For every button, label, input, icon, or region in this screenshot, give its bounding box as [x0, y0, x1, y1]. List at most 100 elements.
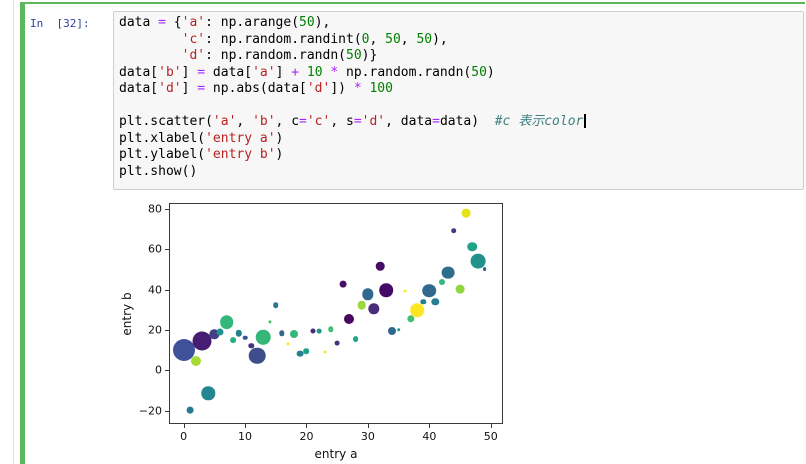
x-tick-label: 0: [180, 430, 188, 443]
scatter-point: [334, 340, 340, 346]
scatter-point: [328, 326, 334, 332]
code-lines[interactable]: data = {'a': np.arange(50), 'c': np.rand…: [119, 15, 799, 180]
code-token: data: [119, 15, 159, 30]
code-token: ,: [236, 114, 253, 129]
code-token: =: [299, 114, 307, 129]
scatter-point: [362, 288, 374, 300]
code-token: data[: [119, 81, 159, 96]
code-token: 'a': [212, 114, 237, 129]
x-tick: [429, 424, 431, 428]
y-tick-label: 0: [155, 363, 162, 377]
code-token: ]: [181, 81, 198, 96]
code-line[interactable]: data = {'a': np.arange(50),: [119, 15, 799, 32]
code-token: : np.random.randint(: [205, 31, 362, 47]
cell-edit-border-top: [20, 2, 805, 4]
scatter-point: [357, 300, 367, 310]
y-tick-label: 80: [148, 202, 162, 216]
scatter-point: [420, 299, 426, 305]
code-token: plt.xlabel(: [119, 130, 206, 146]
code-token: 'd': [181, 48, 206, 63]
y-tick: [165, 208, 169, 210]
scatter-point: [286, 342, 290, 346]
code-token: =: [197, 81, 206, 96]
input-prompt: In [32]:: [30, 17, 90, 30]
code-token: ): [486, 64, 495, 80]
code-token: 50: [346, 48, 362, 63]
code-token: , s: [330, 114, 354, 129]
code-line[interactable]: data['b'] = data['a'] + 10 * np.random.r…: [119, 65, 799, 82]
code-token: 50: [299, 15, 315, 30]
code-token: 'd': [361, 114, 386, 129]
scatter-point: [388, 327, 397, 336]
scatter-point: [268, 319, 272, 324]
code-token: : np.arange(: [205, 15, 300, 30]
y-tick: [165, 289, 169, 291]
code-token: ]: [275, 64, 292, 80]
code-line[interactable]: 'd': np.random.randn(50)}: [119, 48, 799, 65]
code-token: , data: [385, 114, 433, 129]
scatter-point: [216, 328, 224, 336]
code-token: *: [353, 81, 362, 96]
code-token: ): [275, 130, 284, 146]
code-line[interactable]: 'c': np.random.randint(0, 50, 50),: [119, 32, 799, 49]
x-tick: [367, 424, 369, 428]
code-line[interactable]: plt.ylabel('entry b'): [119, 147, 799, 164]
scatter-point: [249, 347, 266, 364]
x-tick-label: 20: [299, 430, 314, 443]
x-tick: [306, 424, 308, 428]
code-token: np.abs(data[: [205, 81, 307, 96]
scatter-point: [235, 330, 243, 337]
code-token: ,: [369, 31, 386, 47]
scatter-point: [467, 241, 478, 252]
scatter-point: [256, 330, 271, 345]
scatter-point: [455, 284, 465, 294]
scatter-point: [396, 328, 401, 332]
code-token: *: [330, 64, 339, 80]
scatter-point: [441, 266, 455, 279]
output-figure: entry a entry b 0 10 20 30 40 50 −20 0 20 40 60 80: [120, 194, 512, 461]
scatter-point: [407, 315, 415, 323]
code-token: , c: [275, 114, 300, 129]
code-token: =: [432, 114, 440, 129]
code-line[interactable]: plt.xlabel('entry a'): [119, 131, 799, 148]
code-line[interactable]: plt.show(): [119, 164, 799, 181]
code-token: 'a': [252, 64, 276, 80]
x-tick-label: 10: [238, 430, 253, 443]
x-tick: [245, 424, 247, 428]
code-line[interactable]: data['d'] = np.abs(data['d']) * 100: [119, 81, 799, 98]
scatter-point: [310, 328, 316, 334]
code-token: np.random.randn(: [338, 64, 472, 80]
code-token: 'd': [158, 81, 182, 96]
code-token: =: [197, 64, 206, 80]
scatter-point: [461, 208, 471, 218]
scatter-point: [344, 314, 355, 325]
code-line[interactable]: plt.scatter('a', 'b', c='c', s='d', data…: [119, 114, 799, 131]
scatter-point: [248, 342, 254, 349]
scatter-point: [192, 331, 212, 351]
code-token: 'd': [306, 81, 331, 96]
x-tick: [490, 424, 492, 428]
scatter-point: [352, 336, 359, 343]
y-tick-label: 20: [148, 323, 162, 337]
scatter-point: [410, 303, 424, 317]
y-tick: [165, 410, 169, 412]
y-tick-label: 40: [148, 283, 162, 297]
y-tick: [165, 330, 169, 331]
code-token: =: [353, 114, 362, 129]
code-editor[interactable]: data = {'a': np.arange(50), 'c': np.rand…: [113, 11, 804, 190]
code-token: ),: [314, 15, 331, 30]
code-line[interactable]: [119, 98, 799, 115]
x-tick-label: 30: [360, 430, 375, 443]
y-tick-label: −20: [138, 404, 162, 418]
scatter-point: [190, 356, 201, 367]
code-token: 50: [416, 31, 433, 47]
code-token: ]: [181, 64, 198, 80]
code-token: 'b': [252, 114, 276, 129]
scatter-point: [219, 315, 234, 330]
scatter-point: [296, 350, 304, 358]
scatter-point: [375, 261, 385, 271]
scatter-point: [451, 228, 457, 234]
scatter-point: [229, 336, 236, 343]
code-token: data): [439, 114, 495, 129]
code-token: ,: [400, 31, 417, 47]
